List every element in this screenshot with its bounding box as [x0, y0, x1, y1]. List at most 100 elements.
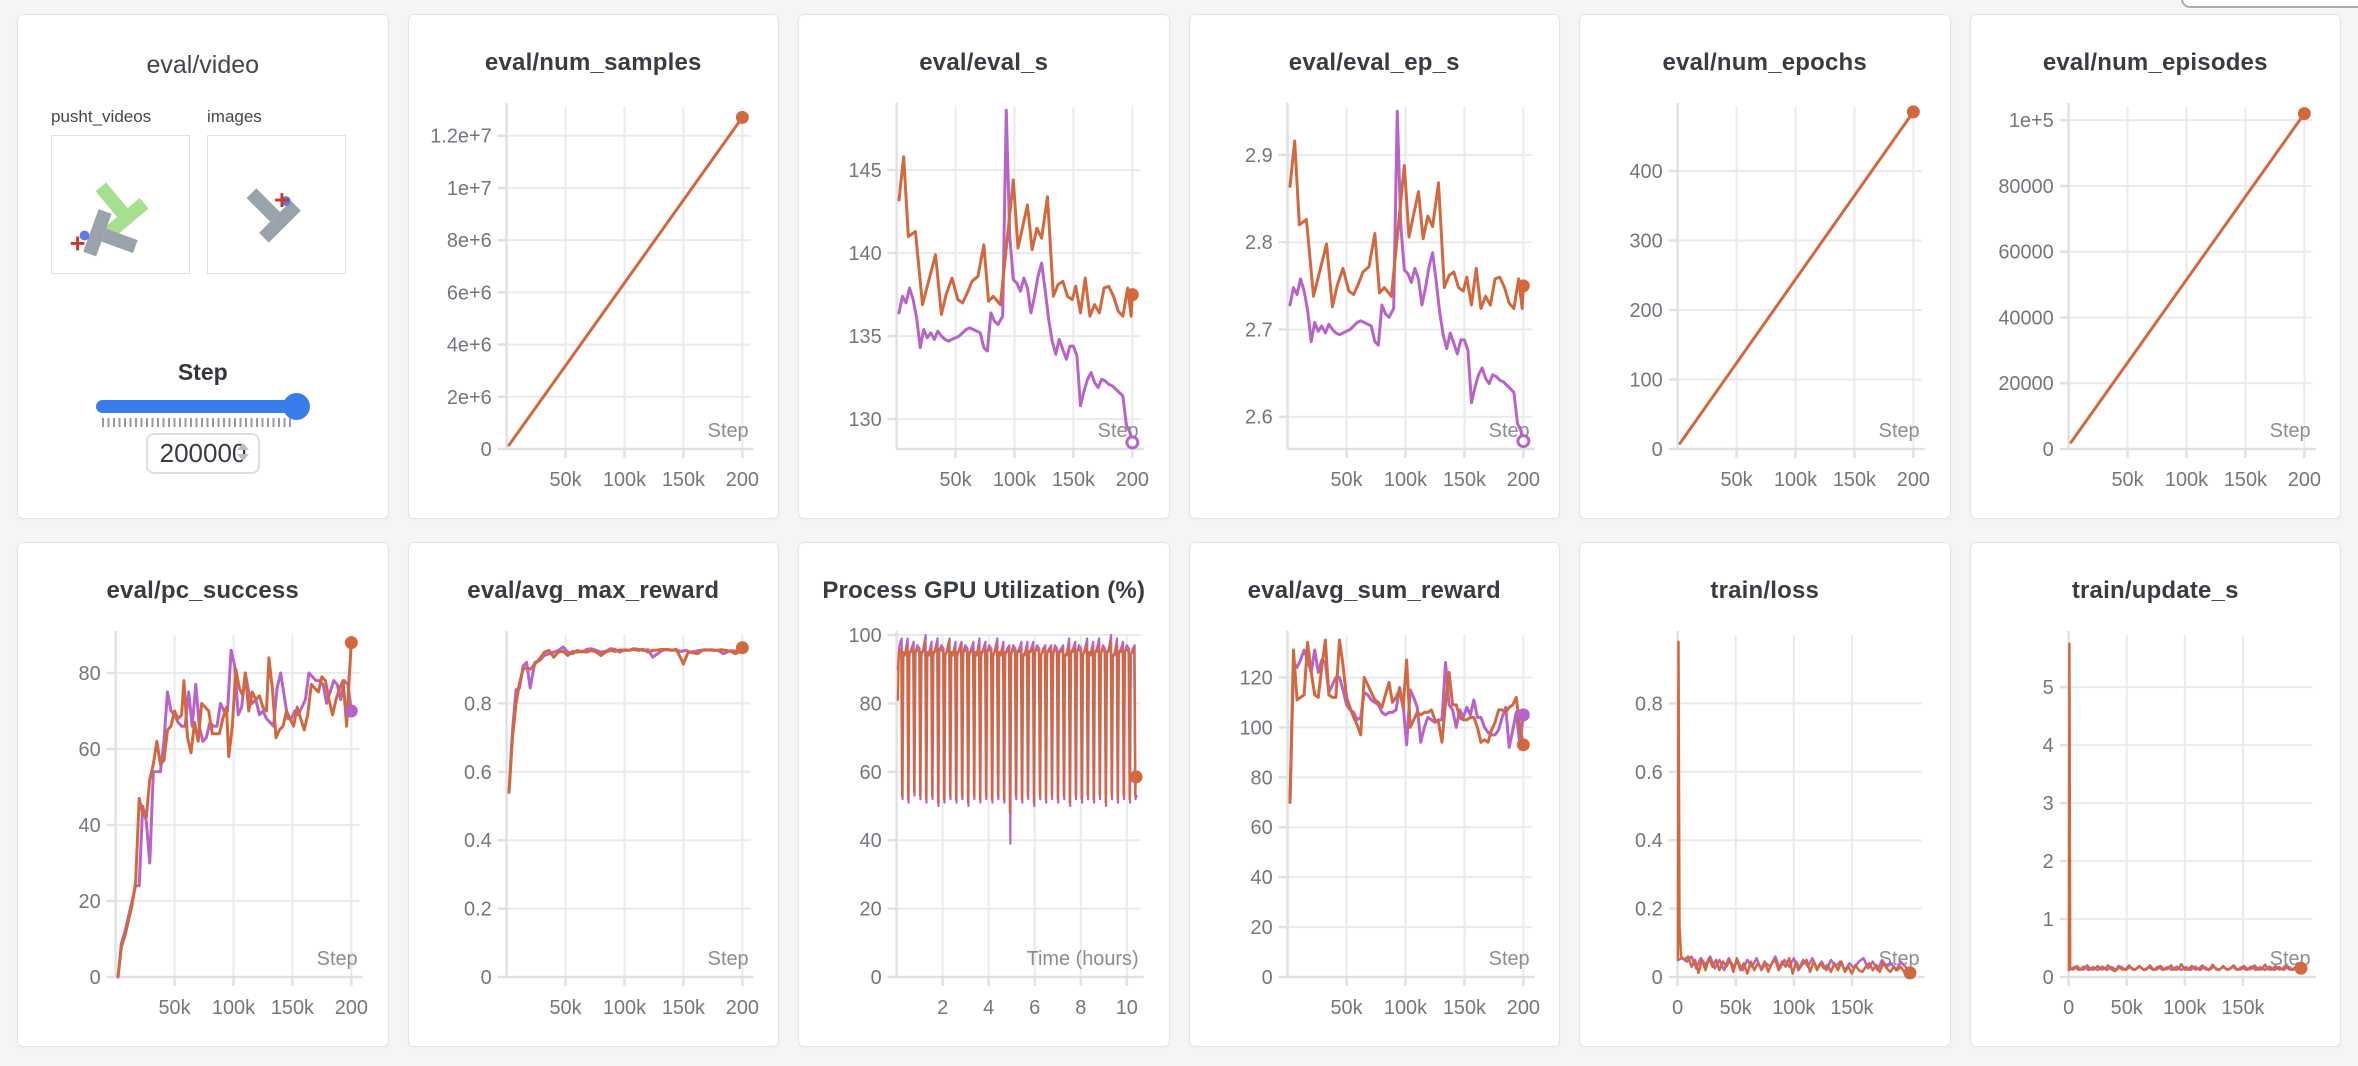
x-tick-label: 50k	[158, 997, 190, 1019]
series-line-run-orange[interactable]	[897, 155, 1134, 318]
y-tick-label: 400	[1629, 161, 1662, 183]
y-tick-label: 0.6	[1635, 762, 1663, 784]
chart-canvas-eval-avg-sum-reward[interactable]: 0 20 40 60 80 100 120 50k 100k 150k 200 Step	[1190, 543, 1560, 1046]
x-axis-label: Step	[1879, 420, 1920, 442]
y-tick-label: 80	[79, 663, 101, 685]
panel-eval-avg-max-reward[interactable]: eval/avg_max_reward 0 0.2 0.4 0.6 0.8 50k 100k 1…	[407, 542, 779, 1047]
chart-title: eval/num_episodes	[2042, 49, 2268, 76]
media-thumbnail-pusht-videos[interactable]	[51, 135, 190, 274]
series-line-run-orange[interactable]	[2069, 112, 2306, 444]
y-tick-label: 8e+6	[446, 230, 491, 252]
y-tick-label: 145	[848, 160, 881, 182]
media-panel-title: eval/video	[146, 51, 260, 79]
y-tick-label: 20	[1250, 917, 1272, 939]
x-axis-label: Time (hours)	[1027, 948, 1139, 970]
panel-process-gpu-utilization[interactable]: Process GPU Utilization (%) 0 20 40 60 80 100 2…	[798, 542, 1170, 1047]
spinner-up-icon[interactable]	[237, 443, 249, 450]
y-tick-label: 80	[1250, 767, 1272, 789]
series-line-run-orange[interactable]	[507, 646, 744, 794]
series-line-run-purple[interactable]	[116, 648, 353, 979]
y-tick-label: 2	[2042, 851, 2053, 873]
series-end-marker-run-orange	[735, 641, 749, 655]
chart-canvas-eval-pc-success[interactable]: 0 20 40 60 80 50k 100k 150k 200 Step	[18, 543, 388, 1046]
x-tick-label: 200	[1897, 469, 1930, 491]
series-line-run-orange[interactable]	[116, 641, 353, 979]
series-line-run-purple[interactable]	[1288, 109, 1525, 443]
panel-eval-video[interactable]: eval/video pusht_videos images	[17, 14, 389, 519]
panel-eval-avg-sum-reward[interactable]: eval/avg_sum_reward 0 20 40 60 80 100 120 50k 100…	[1188, 542, 1560, 1047]
series-end-marker-run-orange	[1516, 279, 1530, 293]
y-tick-label: 0	[2042, 967, 2053, 989]
x-axis-label: Step	[1488, 948, 1529, 970]
series-end-marker-run-orange	[1516, 738, 1530, 752]
panel-eval-num-samples[interactable]: eval/num_samples 0 2e+6 4e+6 6e+6 8e+6 1e+7 1.2…	[407, 14, 779, 519]
y-tick-label: 0	[480, 967, 491, 989]
spinner-down-icon[interactable]	[237, 454, 249, 461]
series-line-run-orange[interactable]	[1288, 139, 1525, 310]
x-tick-label: 50k	[1330, 997, 1362, 1019]
y-tick-label: 2.8	[1245, 232, 1273, 254]
panel-eval-num-epochs[interactable]: eval/num_epochs 0 100 200 300 400 50k 100k 150k 2…	[1579, 14, 1951, 519]
series-line-run-purple[interactable]	[897, 108, 1134, 444]
y-tick-label: 5	[2042, 677, 2053, 699]
chart-canvas-eval-num-episodes[interactable]: 0 20000 40000 60000 80000 1e+5 50k 100k 150k 200 S…	[1971, 15, 2341, 518]
x-tick-label: 200	[1116, 469, 1149, 491]
step-input[interactable]: 200000	[146, 433, 260, 474]
x-tick-label: 200	[725, 469, 758, 491]
media-key-label-pusht-videos: pusht_videos	[51, 107, 152, 126]
y-tick-label: 120	[1239, 667, 1272, 689]
chart-canvas-eval-num-epochs[interactable]: 0 100 200 300 400 50k 100k 150k 200 Step	[1580, 15, 1950, 518]
series-line-run-purple[interactable]	[507, 645, 744, 794]
x-tick-label: 100k	[212, 997, 255, 1019]
chart-canvas-eval-avg-max-reward[interactable]: 0 0.2 0.4 0.6 0.8 50k 100k 150k 200 Step	[409, 543, 779, 1046]
chart-title: eval/avg_sum_reward	[1247, 577, 1501, 604]
series-line-run-orange[interactable]	[1678, 110, 1915, 445]
media-key-label-images: images	[207, 107, 262, 126]
panel-eval-eval-ep-s[interactable]: eval/eval_ep_s 2.6 2.7 2.8 2.9 50k 100k 150k 200…	[1188, 14, 1560, 519]
x-tick-label: 200	[2287, 469, 2320, 491]
y-tick-label: 100	[1239, 717, 1272, 739]
x-tick-label: 150k	[1442, 997, 1485, 1019]
series-end-marker-run-purple	[1515, 434, 1530, 449]
y-tick-label: 6e+6	[446, 282, 491, 304]
y-tick-label: 0.2	[464, 899, 492, 921]
y-tick-label: 4e+6	[446, 335, 491, 357]
series-line-run-orange[interactable]	[2067, 642, 2302, 973]
panel-train-update-s[interactable]: train/update_s 0 1 2 3 4 5 0 50k 100k 150k Step	[1969, 542, 2341, 1047]
y-tick-label: 100	[1629, 369, 1662, 391]
y-tick-label: 20000	[1998, 373, 2053, 395]
series-line-run-orange[interactable]	[1676, 640, 1912, 975]
agent-dot	[79, 230, 90, 241]
chart-canvas-process-gpu-utilization[interactable]: 0 20 40 60 80 100 2 4 6 8 10 Time (hours)	[799, 543, 1169, 1046]
panel-eval-num-episodes[interactable]: eval/num_episodes 0 20000 40000 60000 80000 1e…	[1969, 14, 2341, 519]
x-tick-label: 200	[335, 997, 368, 1019]
panel-train-loss[interactable]: train/loss 0 0.2 0.4 0.6 0.8 0 50k 100k 150k Step	[1579, 542, 1951, 1047]
series-line-run-orange[interactable]	[507, 115, 744, 447]
x-tick-label: 150k	[661, 997, 704, 1019]
images-frame	[246, 188, 301, 243]
panel-eval-eval-s[interactable]: eval/eval_s 130 135 140 145 50k 100k 150k 200 Ste…	[798, 14, 1170, 519]
series-line-run-orange[interactable]	[896, 640, 1138, 814]
x-tick-label: 50k	[1720, 997, 1752, 1019]
x-tick-label: 50k	[1720, 469, 1752, 491]
series-line-run-purple[interactable]	[1676, 955, 1911, 972]
step-slider-label: Step	[177, 359, 228, 385]
step-slider-track[interactable]	[96, 400, 309, 413]
chart-canvas-eval-num-samples[interactable]: 0 2e+6 4e+6 6e+6 8e+6 1e+7 1.2e+7 50k 100k 150k 20…	[409, 15, 779, 518]
series-line-run-purple[interactable]	[2067, 965, 2302, 972]
y-tick-label: 0	[1652, 967, 1663, 989]
x-tick-label: 150k	[1442, 469, 1485, 491]
y-tick-label: 40	[1250, 867, 1272, 889]
series-line-run-orange[interactable]	[1288, 638, 1525, 804]
x-tick-label: 4	[983, 997, 994, 1019]
panel-eval-pc-success[interactable]: eval/pc_success 0 20 40 60 80 50k 100k 150k 200 St…	[17, 542, 389, 1047]
step-slider-thumb[interactable]	[283, 393, 310, 420]
media-thumbnail-images[interactable]	[207, 135, 346, 274]
x-tick-label: 2	[937, 997, 948, 1019]
chart-canvas-eval-eval-s[interactable]: 130 135 140 145 50k 100k 150k 200 Step	[799, 15, 1169, 518]
step-input-value: 200000	[159, 438, 247, 468]
